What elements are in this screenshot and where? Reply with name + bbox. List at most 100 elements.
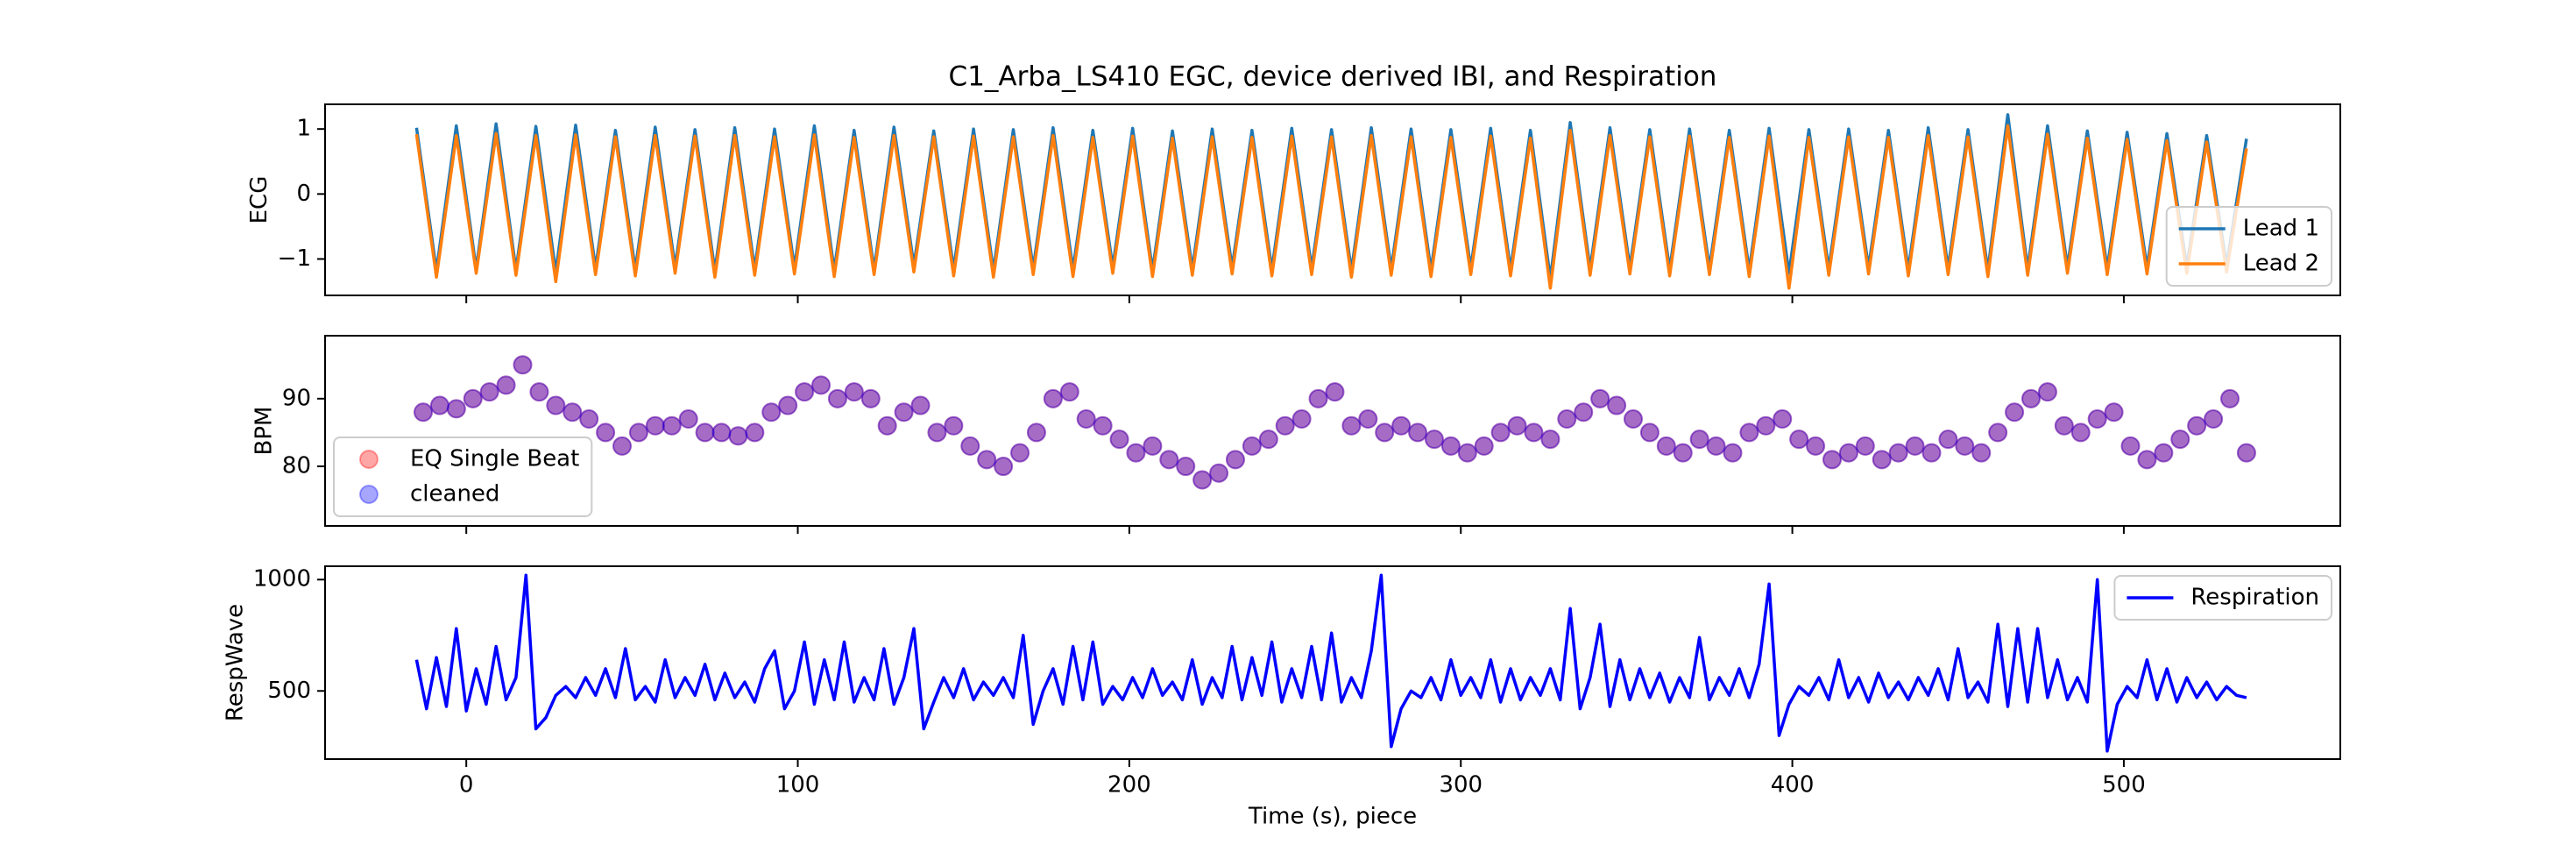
- scatter-point: [2005, 402, 2025, 422]
- scatter-point: [1225, 450, 1245, 470]
- scatter-point: [960, 436, 980, 456]
- scatter-point: [1275, 415, 1295, 436]
- scatter-point: [1490, 422, 1511, 443]
- scatter-point: [2137, 450, 2157, 470]
- scatter-point: [1192, 470, 1213, 490]
- scatter-point: [1093, 415, 1113, 436]
- scatter-point: [910, 395, 931, 415]
- scatter-point: [645, 415, 665, 436]
- scatter-point: [811, 375, 832, 395]
- scatter-point: [2236, 443, 2256, 463]
- scatter-point: [1059, 382, 1079, 402]
- scatter-point: [2087, 408, 2107, 429]
- scatter-point: [894, 402, 914, 422]
- scatter-point: [1010, 443, 1030, 463]
- scatter-point: [711, 422, 732, 443]
- scatter-point: [1540, 430, 1560, 450]
- scatter-point: [596, 422, 616, 443]
- x-axis-label: Time (s), piece: [1248, 804, 1417, 830]
- scatter-point: [1176, 457, 1196, 477]
- scatter-point: [1706, 436, 1726, 456]
- scatter-point: [1093, 415, 1113, 436]
- scatter-point: [446, 399, 466, 419]
- scatter-point: [662, 415, 682, 436]
- scatter-point: [977, 450, 997, 470]
- scatter-point: [1176, 457, 1196, 477]
- scatter-point: [1590, 388, 1610, 408]
- scatter-point: [1723, 443, 1743, 463]
- legend-box: [333, 437, 593, 517]
- scatter-point: [1109, 430, 1129, 450]
- scatter-point: [1590, 388, 1610, 408]
- scatter-point: [1292, 408, 1312, 429]
- scatter-point: [1639, 422, 1660, 443]
- scatter-point: [977, 450, 997, 470]
- scatter-point: [1209, 463, 1229, 483]
- series-line: [414, 573, 2247, 753]
- scatter-point: [2154, 443, 2174, 463]
- scatter-point: [827, 388, 847, 408]
- scatter-point: [1756, 415, 1776, 436]
- scatter-point: [795, 382, 815, 402]
- scatter-point: [844, 382, 864, 402]
- scatter-point: [1126, 443, 1146, 463]
- legend-label: Lead 2: [2243, 251, 2319, 277]
- x-tick-label: 200: [1108, 772, 1151, 799]
- scatter-point: [1109, 430, 1129, 450]
- axes-frame: [324, 335, 2341, 527]
- scatter-point: [513, 355, 533, 375]
- scatter-point: [2104, 402, 2124, 422]
- scatter-point: [1424, 430, 1444, 450]
- scatter-point: [1607, 395, 1627, 415]
- scatter-point: [1673, 443, 1693, 463]
- scatter-point: [662, 415, 682, 436]
- x-tick-label: 100: [776, 772, 820, 799]
- scatter-point: [1391, 415, 1412, 436]
- legend: EQ Single Beat cleaned: [333, 437, 593, 517]
- scatter-point: [2220, 388, 2240, 408]
- scatter-point: [2054, 415, 2074, 436]
- scatter-point: [1806, 436, 1826, 456]
- scatter-point: [1773, 408, 1793, 429]
- scatter-point: [1524, 422, 1544, 443]
- scatter-point: [1872, 450, 1892, 470]
- scatter-point: [1242, 436, 1262, 456]
- scatter-point: [778, 395, 798, 415]
- scatter-point: [1639, 422, 1660, 443]
- legend-marker: [359, 450, 379, 469]
- scatter-point: [1474, 436, 1494, 456]
- scatter-point: [1623, 408, 1643, 429]
- y-tick-label: −1: [278, 245, 311, 272]
- scatter-point: [1341, 415, 1362, 436]
- series-line: [414, 124, 2248, 290]
- scatter-point: [1391, 415, 1412, 436]
- scatter-point: [860, 388, 881, 408]
- scatter-point: [1258, 430, 1278, 450]
- scatter-point: [579, 408, 599, 429]
- scatter-point: [1076, 408, 1096, 429]
- y-tick-label: 90: [282, 385, 311, 411]
- scatter-point: [827, 388, 847, 408]
- scatter-point: [1955, 436, 1975, 456]
- scatter-point: [761, 402, 782, 422]
- scatter-point: [811, 375, 832, 395]
- scatter-point: [1656, 436, 1676, 456]
- y-axis-label: RespWave: [222, 604, 248, 721]
- scatter-point: [513, 355, 533, 375]
- scatter-point: [1408, 422, 1428, 443]
- scatter-point: [994, 457, 1014, 477]
- x-tick-label: 0: [459, 772, 474, 799]
- scatter-point: [546, 395, 566, 415]
- scatter-point: [496, 375, 516, 395]
- scatter-point: [479, 382, 499, 402]
- scatter-point: [1275, 415, 1295, 436]
- scatter-point: [529, 382, 549, 402]
- scatter-point: [1358, 408, 1378, 429]
- scatter-point: [1043, 388, 1063, 408]
- scatter-point: [1026, 422, 1046, 443]
- scatter-point: [745, 422, 765, 443]
- scatter-point: [910, 395, 931, 415]
- scatter-point: [1225, 450, 1245, 470]
